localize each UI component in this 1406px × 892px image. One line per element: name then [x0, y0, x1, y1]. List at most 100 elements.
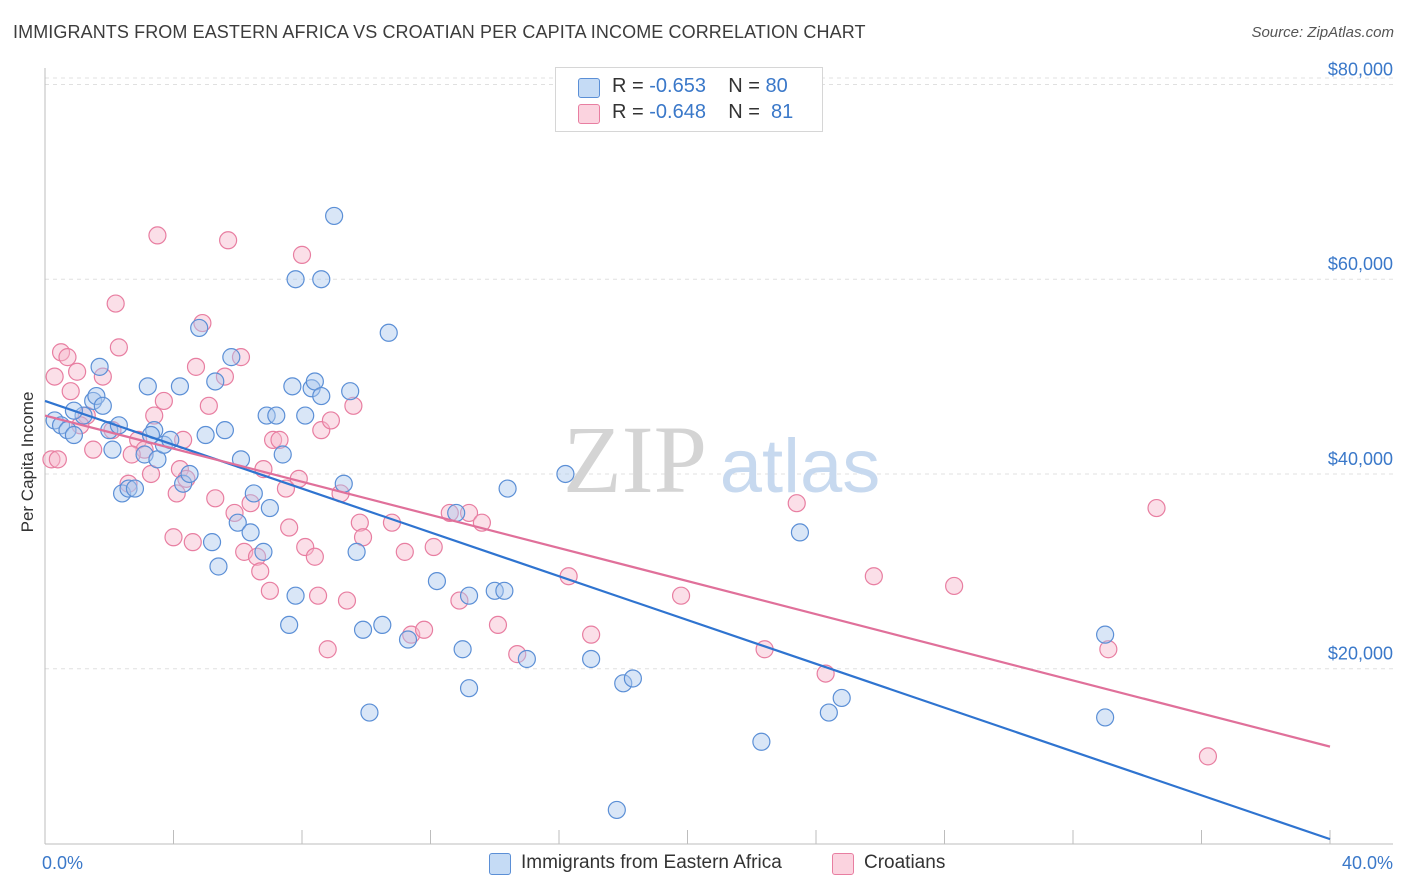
legend-n-label: N = [728, 75, 766, 97]
y-axis-title: Per Capita Income [18, 392, 37, 533]
legend-n-value: 81 [765, 101, 794, 123]
legend-r-value: -0.648 [649, 101, 706, 123]
croatians-point-69 [864, 567, 883, 586]
grid-lines [45, 77, 1393, 670]
eastern-africa-trend-line [44, 399, 1331, 841]
croatians-point-41 [296, 537, 315, 557]
croatians-trend-line [44, 414, 1331, 748]
legend-swatch-blue [489, 853, 511, 875]
x-tick-label-1: 40.0% [1342, 853, 1393, 873]
eastern-africa-point-46 [312, 386, 331, 406]
legend-row-blue: R = -0.653 N = 80 [578, 75, 788, 101]
eastern-africa-point-64 [517, 649, 536, 669]
watermark: ZIP atlas [563, 406, 880, 513]
eastern-africa-point-40 [283, 377, 302, 396]
croatians-point-28 [215, 367, 234, 386]
y-tick-label-1: $40,000 [1328, 449, 1393, 469]
croatians-point-0 [42, 450, 61, 469]
eastern-africa-point-56 [398, 630, 418, 649]
croatians-point-65 [671, 586, 691, 605]
croatians-point-80 [395, 542, 414, 561]
x-tick-label-0: 0.0% [42, 853, 83, 873]
croatians-point-5 [68, 362, 87, 381]
eastern-africa-point-36 [260, 498, 279, 518]
y-tick-label-3: $80,000 [1328, 59, 1393, 79]
eastern-africa-point-3 [64, 425, 84, 445]
croatians-point-47 [318, 640, 337, 659]
eastern-africa-point-28 [209, 557, 228, 576]
eastern-africa-point-23 [180, 464, 199, 484]
eastern-africa-point-78 [244, 484, 263, 503]
croatians-point-38 [270, 430, 289, 449]
eastern-africa-point-48 [325, 206, 344, 226]
legend-r-value: -0.653 [649, 75, 706, 97]
eastern-africa-point-61 [485, 581, 504, 600]
eastern-africa-point-72 [819, 703, 838, 722]
eastern-africa-point-10 [103, 440, 122, 459]
eastern-africa-point-79 [427, 571, 447, 591]
croatians-point-18 [154, 391, 173, 411]
legend-swatch-pink [832, 853, 854, 875]
croatians-point-44 [308, 586, 328, 605]
eastern-africa-point-63 [498, 479, 517, 498]
eastern-africa-point-53 [360, 703, 379, 722]
croatians-point-70 [945, 576, 964, 596]
croatians-point-7 [84, 440, 103, 459]
croatians-points [42, 226, 1218, 766]
croatians-point-19 [164, 528, 183, 547]
eastern-africa-point-74 [1096, 625, 1115, 644]
croatians-point-17 [148, 226, 167, 245]
legend-n-value: 80 [765, 75, 788, 97]
eastern-africa-point-73 [832, 688, 851, 708]
croatians-point-71 [1099, 640, 1118, 659]
croatians-point-78 [251, 562, 270, 581]
croatians-point-51 [350, 513, 369, 532]
eastern-africa-point-24 [190, 318, 209, 338]
croatians-point-11 [109, 338, 128, 357]
eastern-africa-point-38 [273, 445, 292, 464]
croatians-point-24 [186, 357, 206, 376]
croatians-point-27 [206, 489, 225, 508]
eastern-africa-points [45, 206, 1115, 820]
axes [44, 68, 1393, 845]
eastern-africa-point-54 [373, 615, 392, 635]
eastern-africa-point-59 [459, 586, 479, 605]
croatians-point-73 [1198, 747, 1218, 766]
eastern-africa-point-70 [752, 732, 771, 751]
croatians-point-46 [321, 411, 341, 430]
croatians-point-64 [582, 625, 601, 644]
eastern-africa-point-49 [334, 474, 353, 493]
eastern-africa-point-68 [614, 674, 633, 693]
croatians-point-10 [106, 294, 125, 313]
eastern-africa-point-75 [1096, 708, 1115, 727]
source-label: Source: ZipAtlas.com [1251, 24, 1394, 41]
eastern-africa-point-33 [241, 523, 260, 542]
eastern-africa-point-43 [296, 406, 315, 425]
croatians-point-39 [280, 518, 299, 537]
croatians-point-8 [93, 367, 112, 386]
legend-row-pink: R = -0.648 N = 81 [578, 101, 793, 127]
legend-r-label: R = [612, 101, 650, 123]
eastern-africa-point-58 [453, 640, 472, 659]
y-tick-label-0: $20,000 [1328, 644, 1393, 664]
eastern-africa-point-66 [582, 649, 601, 669]
croatians-point-58 [450, 591, 469, 610]
croatians-point-55 [414, 620, 434, 639]
croatians-point-30 [225, 503, 244, 523]
croatians-point-4 [61, 382, 80, 401]
eastern-africa-point-13 [119, 479, 138, 498]
eastern-africa-point-37 [267, 406, 286, 425]
eastern-africa-point-62 [495, 581, 514, 600]
croatians-point-59 [459, 503, 479, 523]
y-tick-label-2: $60,000 [1328, 254, 1393, 274]
eastern-africa-point-71 [790, 523, 810, 542]
eastern-africa-point-34 [254, 542, 273, 561]
croatians-point-37 [263, 430, 283, 449]
eastern-africa-point-4 [74, 406, 93, 425]
eastern-africa-point-67 [607, 800, 626, 820]
croatians-point-45 [312, 421, 331, 440]
eastern-africa-point-52 [353, 620, 373, 639]
eastern-africa-point-25 [196, 425, 215, 445]
eastern-africa-point-51 [347, 542, 366, 561]
